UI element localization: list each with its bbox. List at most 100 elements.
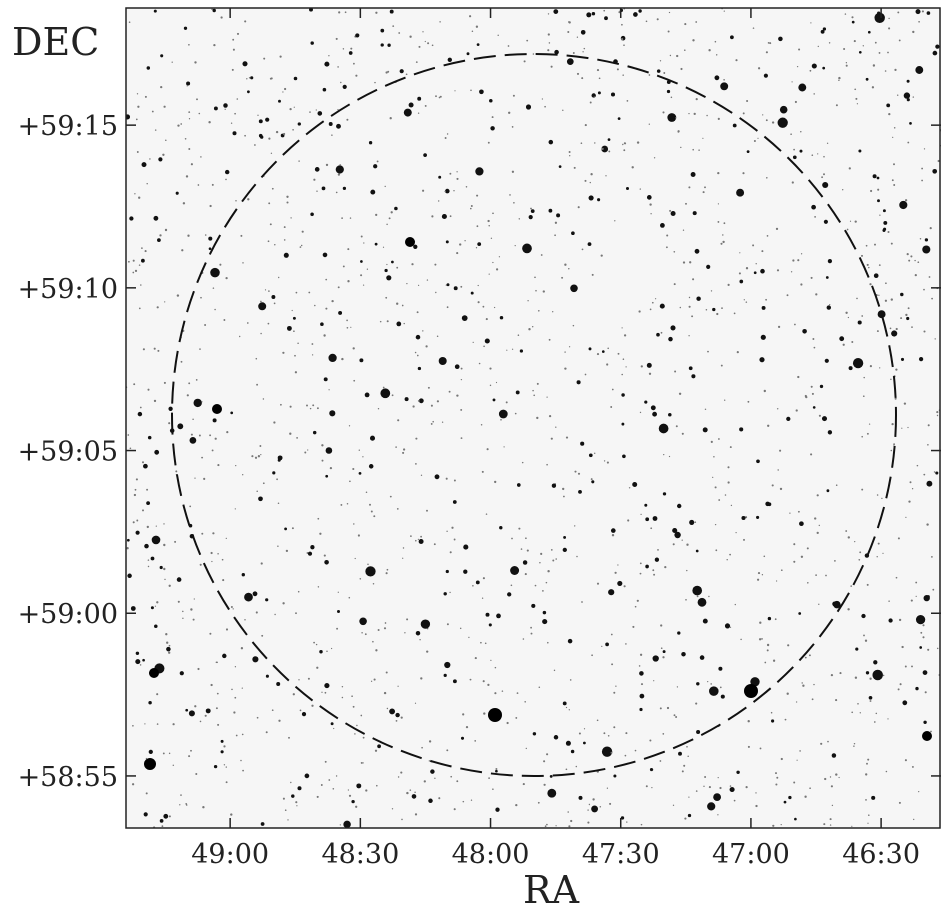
star (313, 178, 316, 181)
star (924, 691, 927, 694)
star (465, 186, 468, 188)
star (213, 43, 216, 47)
star (309, 111, 311, 113)
star (580, 441, 585, 446)
star (763, 389, 766, 393)
star (876, 176, 880, 180)
star (777, 325, 781, 329)
star (516, 483, 521, 487)
star (199, 563, 202, 566)
star (562, 547, 567, 553)
star (149, 158, 151, 160)
star (293, 76, 298, 81)
star (509, 194, 511, 196)
star (422, 330, 424, 332)
star (766, 177, 768, 179)
star (905, 313, 908, 317)
star (309, 407, 312, 410)
star (746, 99, 749, 103)
star (788, 795, 792, 800)
star (853, 745, 855, 747)
star (138, 264, 141, 266)
star (380, 43, 384, 47)
bright-star (922, 731, 932, 741)
star (882, 209, 886, 213)
star (692, 211, 697, 216)
star (362, 762, 364, 764)
star (626, 100, 629, 102)
star (919, 646, 923, 649)
star (192, 618, 195, 621)
star (222, 653, 227, 659)
star (292, 693, 295, 696)
star (597, 91, 601, 95)
star (402, 451, 405, 454)
star (324, 683, 330, 689)
star (798, 83, 807, 92)
star (341, 357, 344, 361)
x-tick-label: 48:00 (452, 839, 530, 870)
star (936, 411, 939, 414)
star (779, 487, 783, 491)
star (886, 103, 891, 108)
star (667, 30, 670, 33)
star (648, 74, 651, 76)
star (851, 711, 854, 714)
star (128, 260, 130, 263)
star (527, 300, 529, 302)
star (238, 335, 241, 338)
star (168, 422, 171, 425)
star (900, 292, 904, 297)
star (739, 279, 744, 284)
star (445, 477, 448, 480)
star (759, 621, 762, 624)
star (333, 727, 335, 730)
star (822, 181, 829, 189)
star (540, 552, 543, 555)
star (565, 436, 569, 439)
star (923, 288, 925, 291)
star (876, 330, 879, 333)
star (729, 785, 732, 787)
star (623, 142, 626, 145)
star (373, 164, 378, 169)
star (796, 759, 798, 761)
star (424, 40, 426, 43)
star (644, 503, 648, 507)
star (269, 223, 272, 226)
star (573, 166, 576, 169)
star (791, 181, 794, 184)
star (132, 521, 135, 524)
star (887, 230, 890, 234)
bright-star (149, 668, 159, 678)
star (733, 312, 736, 315)
star (417, 399, 420, 402)
star (312, 404, 315, 407)
star (830, 785, 833, 788)
star (331, 299, 334, 303)
star (129, 216, 134, 221)
star (464, 240, 466, 242)
star (225, 537, 227, 540)
x-tick-label: 47:00 (712, 839, 790, 870)
x-axis-title: RA (523, 868, 580, 909)
star (887, 51, 889, 54)
star (311, 354, 314, 356)
star (139, 664, 142, 666)
star (481, 597, 484, 599)
star (132, 259, 135, 262)
star (410, 535, 412, 537)
star (377, 628, 380, 632)
star (922, 636, 925, 639)
star (795, 701, 798, 703)
star (376, 784, 378, 787)
star (649, 203, 652, 206)
star (132, 724, 134, 727)
star (519, 349, 524, 353)
star (180, 123, 183, 125)
star (488, 273, 490, 275)
star (366, 268, 369, 270)
star (684, 49, 686, 51)
star (878, 264, 881, 266)
star (314, 304, 316, 307)
